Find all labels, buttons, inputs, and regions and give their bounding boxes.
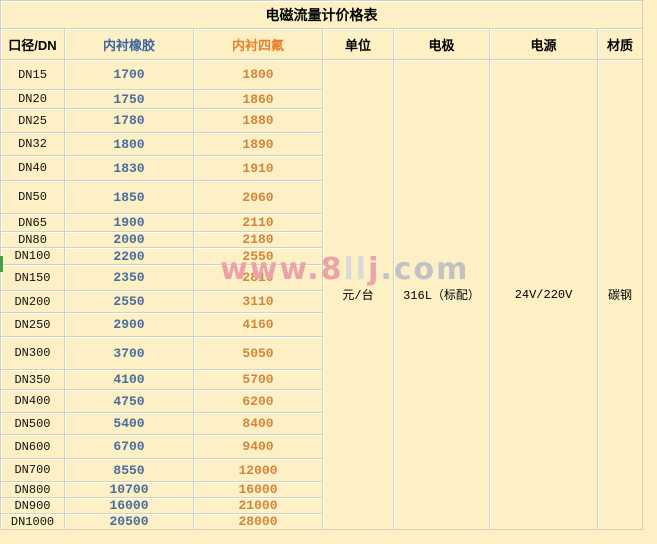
ptfe-price-cell: 4160: [193, 312, 323, 337]
col-header-power: 电源: [489, 28, 598, 60]
dn-cell: DN40: [0, 155, 65, 181]
dn-cell: DN1000: [0, 513, 65, 530]
rubber-price-cell: 2550: [64, 290, 194, 313]
power-cell: 24V/220V: [489, 59, 598, 530]
ptfe-price-cell: 1910: [193, 155, 323, 181]
rubber-price-cell: 1780: [64, 108, 194, 133]
ptfe-price-cell: 16000: [193, 481, 323, 498]
ptfe-price-cell: 5700: [193, 369, 323, 390]
dn-cell: DN500: [0, 412, 65, 435]
table-row: DN900 16000 21000: [0, 497, 643, 514]
dn-cell: DN25: [0, 108, 65, 133]
table-row: DN40 1830 1910: [0, 155, 643, 181]
rubber-price-cell: 6700: [64, 434, 194, 459]
col-header-dn: 口径/DN: [0, 28, 65, 60]
ptfe-price-cell: 2110: [193, 213, 323, 232]
rubber-price-cell: 8550: [64, 458, 194, 482]
table-row: DN25 1780 1880: [0, 108, 643, 133]
electrode-cell: 316L（标配）: [393, 59, 490, 530]
rubber-price-cell: 1750: [64, 89, 194, 109]
green-marker: [0, 256, 3, 272]
header-row: 口径/DN 内衬橡胶 内衬四氟 单位 电极 电源 材质: [0, 28, 644, 60]
rubber-price-cell: 1700: [64, 59, 194, 90]
dn-cell: DN300: [0, 336, 65, 370]
ptfe-price-cell: 1800: [193, 59, 323, 90]
ptfe-price-cell: 3110: [193, 290, 323, 313]
dn-cell: DN32: [0, 132, 65, 156]
dn-cell: DN350: [0, 369, 65, 390]
table-row: DN50 1850 2060: [0, 180, 643, 214]
dn-cell: DN250: [0, 312, 65, 337]
dn-cell: DN600: [0, 434, 65, 459]
table-row: DN250 2900 4160: [0, 312, 643, 337]
ptfe-price-cell: 1860: [193, 89, 323, 109]
dn-cell: DN100: [0, 247, 65, 265]
rubber-price-cell: 5400: [64, 412, 194, 435]
col-header-electrode: 电极: [393, 28, 490, 60]
rubber-price-cell: 1830: [64, 155, 194, 181]
rubber-price-cell: 2200: [64, 247, 194, 265]
rubber-price-cell: 16000: [64, 497, 194, 514]
table-row: DN65 1900 2110: [0, 213, 643, 232]
rubber-price-cell: 3700: [64, 336, 194, 370]
ptfe-price-cell: 12000: [193, 458, 323, 482]
ptfe-price-cell: 28000: [193, 513, 323, 530]
table-row: DN300 3700 5050: [0, 336, 643, 370]
ptfe-price-cell: 2550: [193, 247, 323, 265]
ptfe-price-cell: 9400: [193, 434, 323, 459]
col-header-ptfe: 内衬四氟: [193, 28, 323, 60]
dn-cell: DN700: [0, 458, 65, 482]
table-row: DN1000 20500 28000: [0, 513, 643, 530]
table-row: DN350 4100 5700: [0, 369, 643, 390]
rubber-price-cell: 10700: [64, 481, 194, 498]
material-cell: 碳钢: [596, 59, 644, 530]
dn-cell: DN900: [0, 497, 65, 514]
dn-cell: DN50: [0, 180, 65, 214]
rubber-price-cell: 1900: [64, 213, 194, 232]
rubber-price-cell: 4750: [64, 389, 194, 413]
rubber-price-cell: 2900: [64, 312, 194, 337]
col-header-unit: 单位: [322, 28, 394, 60]
ptfe-price-cell: 6200: [193, 389, 323, 413]
ptfe-price-cell: 2060: [193, 180, 323, 214]
dn-cell: DN800: [0, 481, 65, 498]
ptfe-price-cell: 1890: [193, 132, 323, 156]
price-table: 电磁流量计价格表 口径/DN 内衬橡胶 内衬四氟 单位 电极 电源 材质 DN1…: [0, 0, 644, 530]
col-header-material: 材质: [596, 28, 644, 60]
ptfe-price-cell: 21000: [193, 497, 323, 514]
dn-cell: DN80: [0, 231, 65, 248]
rubber-price-cell: 20500: [64, 513, 194, 530]
dn-cell: DN150: [0, 264, 65, 291]
unit-cell: 元/台: [322, 59, 394, 530]
ptfe-price-cell: 1880: [193, 108, 323, 133]
ptfe-price-cell: 2180: [193, 231, 323, 248]
table-row: DN15 1700 1800 元/台 316L（标配） 24V/220V 碳钢: [0, 59, 644, 530]
table-row: DN80 2000 2180: [0, 231, 643, 248]
dn-cell: DN400: [0, 389, 65, 413]
dn-cell: DN200: [0, 290, 65, 313]
table-row: DN200 2550 3110: [0, 290, 643, 313]
ptfe-price-cell: 2810: [193, 264, 323, 291]
table-row: DN600 6700 9400: [0, 434, 643, 459]
title-row: 电磁流量计价格表: [0, 0, 644, 29]
dn-cell: DN15: [0, 59, 65, 90]
table-row: DN800 10700 16000: [0, 481, 643, 498]
table-row: DN500 5400 8400: [0, 412, 643, 435]
ptfe-price-cell: 8400: [193, 412, 323, 435]
rubber-price-cell: 4100: [64, 369, 194, 390]
page-title: 电磁流量计价格表: [0, 0, 644, 29]
col-header-rubber: 内衬橡胶: [64, 28, 194, 60]
rubber-price-cell: 2000: [64, 231, 194, 248]
rubber-price-cell: 1850: [64, 180, 194, 214]
rubber-price-cell: 1800: [64, 132, 194, 156]
dn-cell: DN20: [0, 89, 65, 109]
rubber-price-cell: 2350: [64, 264, 194, 291]
dn-cell: DN65: [0, 213, 65, 232]
ptfe-price-cell: 5050: [193, 336, 323, 370]
